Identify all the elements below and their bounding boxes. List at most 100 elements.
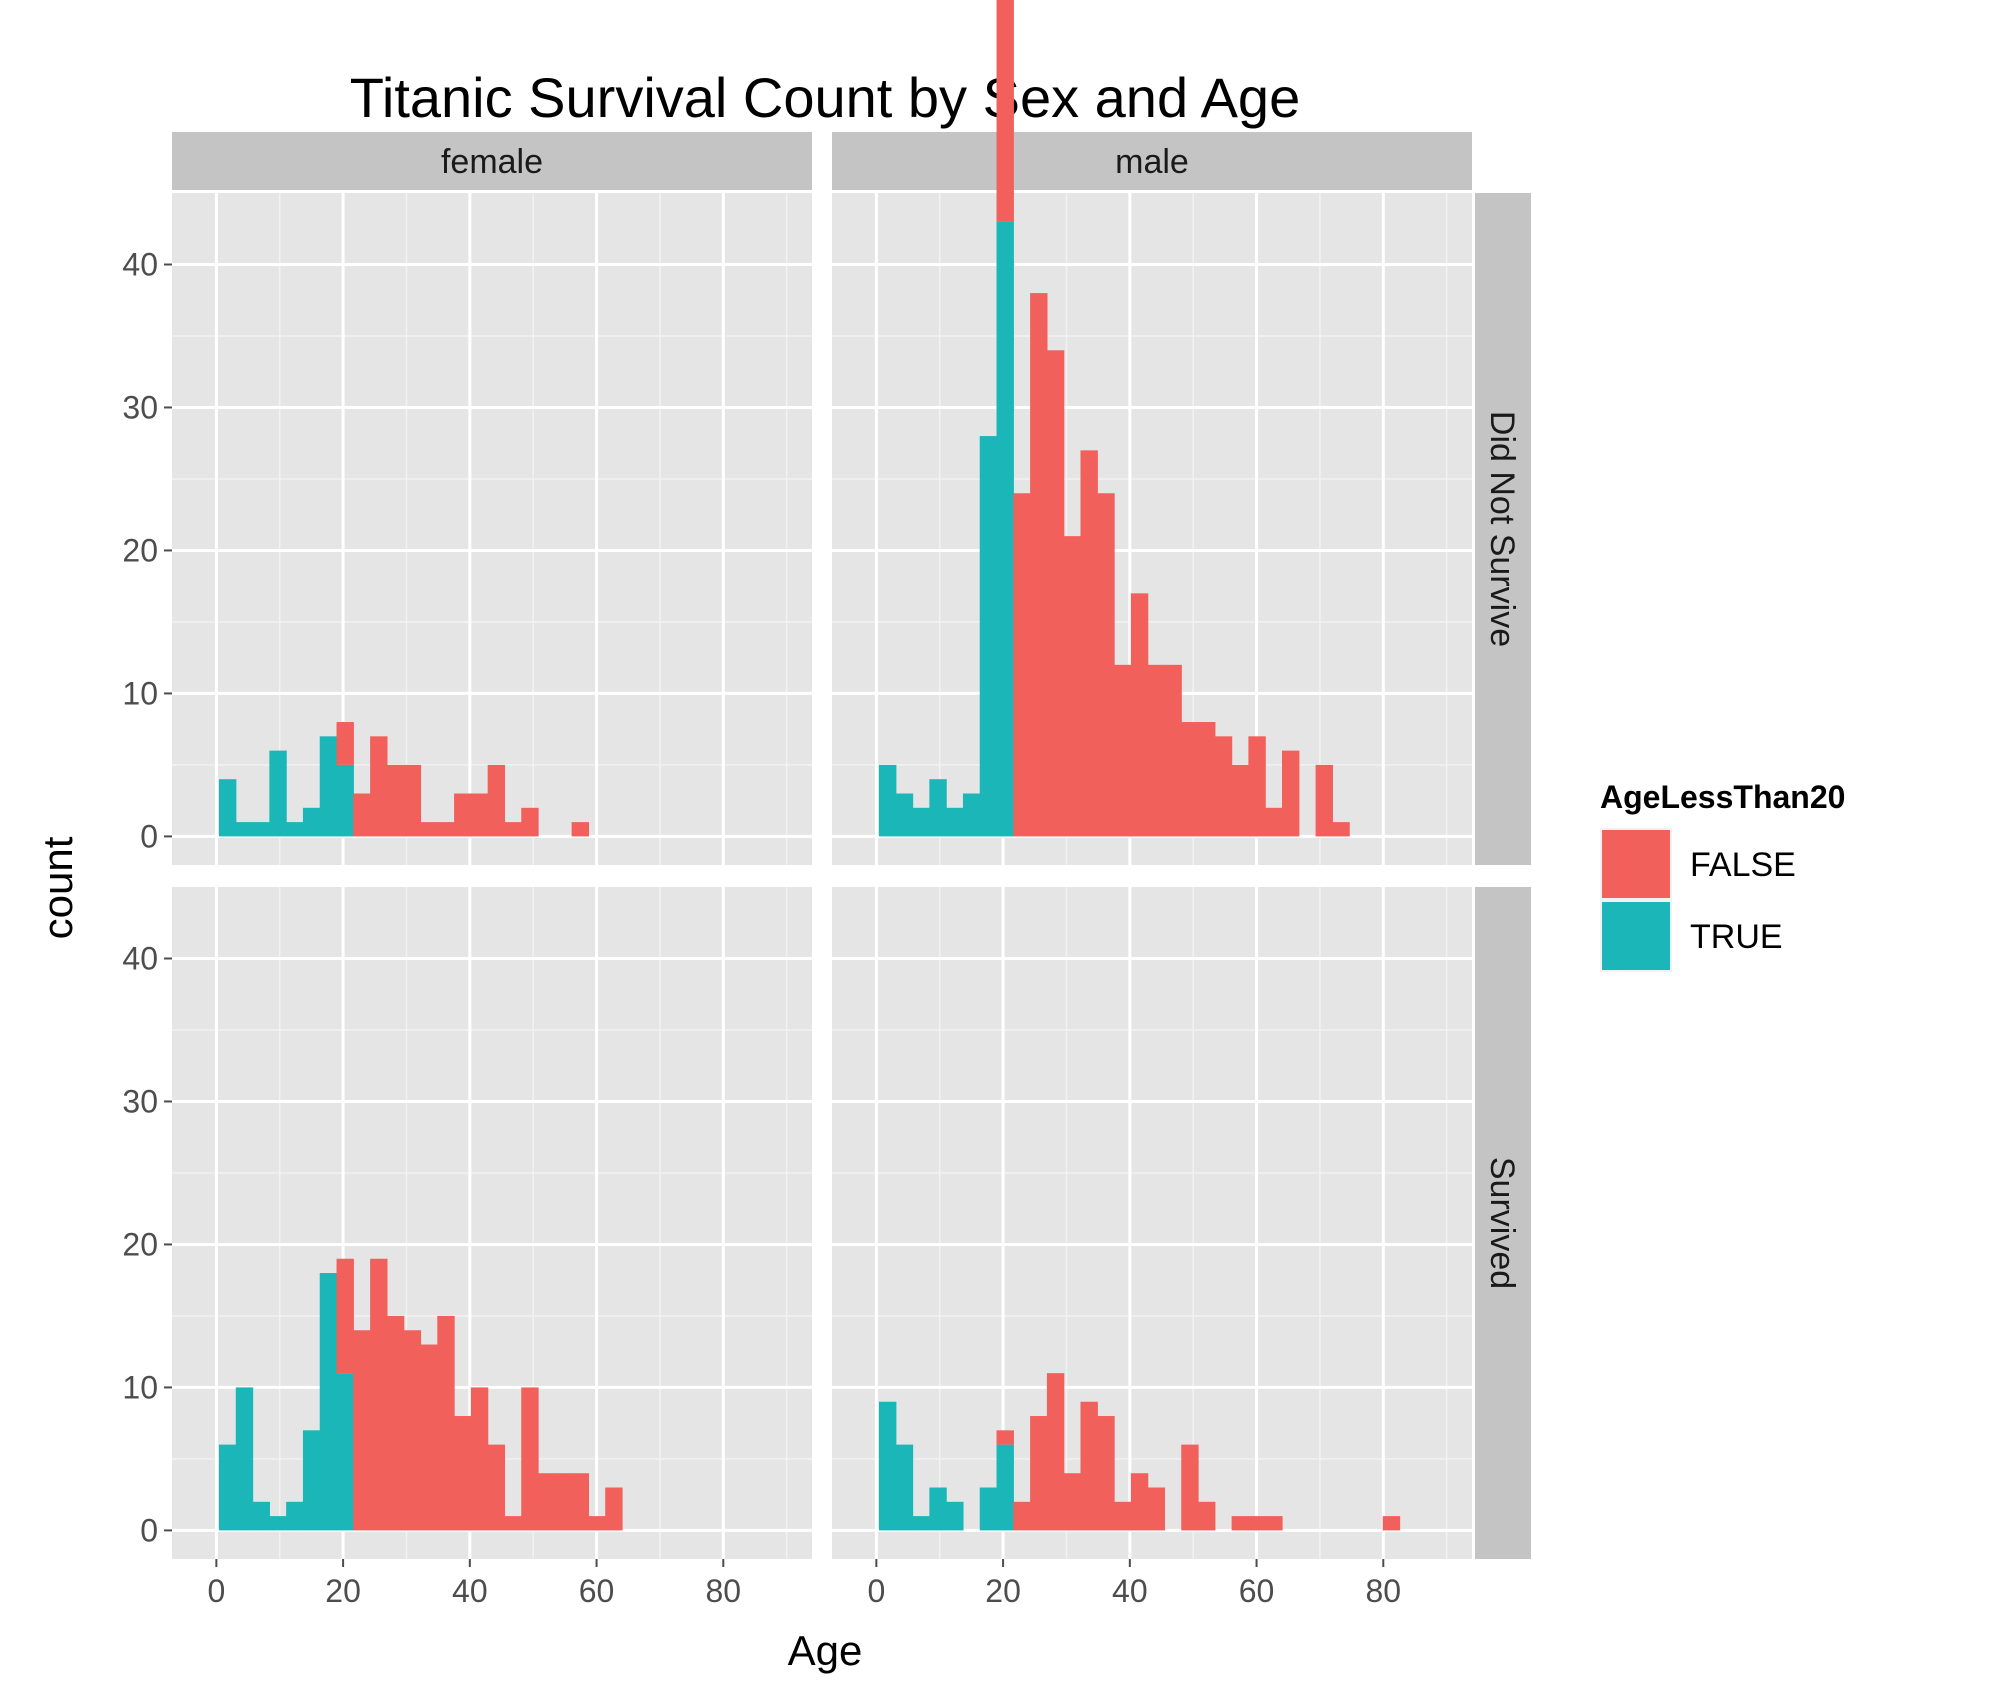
histogram-bar	[1315, 764, 1333, 837]
histogram-bar	[252, 1501, 270, 1531]
histogram-bar	[554, 1473, 573, 1531]
y-tick-label: 0	[140, 818, 158, 854]
histogram-bar	[370, 736, 388, 837]
histogram-bar	[218, 1444, 237, 1531]
histogram-bar	[962, 793, 981, 837]
histogram-bar	[286, 1501, 304, 1531]
histogram-bar	[302, 1430, 321, 1531]
y-tick-label: 20	[122, 1226, 158, 1262]
row-strip-label: Survived	[1483, 1157, 1521, 1289]
histogram-bar	[1248, 1516, 1266, 1531]
histogram-bar	[1080, 450, 1098, 837]
histogram-bar	[996, 1430, 1014, 1445]
histogram-bar	[386, 764, 405, 837]
chart-title: Titanic Survival Count by Sex and Age	[350, 66, 1300, 129]
histogram-bar	[353, 793, 371, 837]
histogram-bar	[1147, 1487, 1166, 1531]
histogram-bar	[319, 736, 338, 837]
histogram-bar	[504, 1516, 522, 1531]
histogram-bar	[1181, 1444, 1199, 1531]
histogram-bar	[571, 822, 590, 837]
panel-male-did-not-survive	[832, 0, 1472, 865]
histogram-bar	[1231, 764, 1250, 837]
histogram-bar	[269, 750, 287, 837]
x-tick-label: 80	[1365, 1573, 1401, 1609]
histogram-bar	[538, 1473, 556, 1531]
histogram-bar	[1013, 1501, 1031, 1531]
histogram-bar	[1097, 493, 1115, 837]
histogram-bar	[1046, 350, 1065, 837]
histogram-bar	[1097, 1416, 1115, 1531]
histogram-bar	[470, 793, 489, 837]
histogram-bar	[605, 1487, 623, 1531]
y-tick-label: 40	[122, 246, 158, 282]
histogram-bar	[235, 1387, 254, 1531]
row-strip-did-not-survive	[1475, 193, 1531, 865]
histogram-bar	[1164, 664, 1182, 837]
histogram-bar	[1114, 1501, 1132, 1531]
histogram-bar	[878, 1401, 897, 1531]
legend-swatch-false	[1602, 830, 1670, 898]
x-tick-label: 0	[207, 1573, 225, 1609]
y-tick-label: 20	[122, 532, 158, 568]
histogram-bar	[336, 764, 354, 837]
y-tick-label: 10	[122, 1369, 158, 1405]
histogram-bar	[302, 807, 321, 837]
x-tick-label: 60	[1239, 1573, 1275, 1609]
row-strip-label: Did Not Survive	[1483, 411, 1521, 647]
y-tick-label: 0	[140, 1512, 158, 1548]
histogram-bar	[319, 1273, 338, 1531]
histogram-bar	[454, 793, 472, 837]
col-strip-male	[832, 132, 1472, 190]
histogram-bar	[336, 1373, 354, 1531]
y-tick-label: 40	[122, 940, 158, 976]
legend: AgeLessThan20 FALSE TRUE	[1600, 779, 1845, 972]
histogram-bar	[420, 822, 438, 837]
histogram-bar	[996, 0, 1014, 222]
histogram-bar	[1248, 736, 1266, 837]
histogram-bar	[1063, 1473, 1082, 1531]
y-tick-label: 30	[122, 389, 158, 425]
x-tick-label: 20	[985, 1573, 1021, 1609]
y-tick-label: 30	[122, 1083, 158, 1119]
histogram-bar	[571, 1473, 590, 1531]
x-axis-title: Age	[788, 1627, 863, 1674]
y-tick-label: 10	[122, 675, 158, 711]
histogram-bar	[521, 807, 539, 837]
histogram-bar	[1013, 493, 1031, 837]
histogram-bar	[996, 1444, 1014, 1531]
histogram-bar	[1382, 1516, 1401, 1531]
histogram-bar	[470, 1387, 489, 1531]
histogram-bar	[218, 779, 237, 837]
col-strip-label: male	[1115, 143, 1189, 181]
histogram-bar	[878, 764, 897, 837]
panel-male-survived: 0 20 40 60 80	[832, 887, 1472, 1609]
facet-panels: female male Did Not Survive Survived 0 10 20 30…	[122, 0, 1531, 1609]
histogram-bar	[521, 1387, 539, 1531]
histogram-bar	[386, 1315, 405, 1531]
histogram-bar	[946, 807, 964, 837]
histogram-bar	[403, 764, 422, 837]
col-strip-female	[172, 132, 812, 190]
legend-label: TRUE	[1690, 918, 1783, 956]
histogram-bar	[1198, 722, 1216, 837]
histogram-bar	[1332, 822, 1350, 837]
histogram-bar	[1147, 664, 1166, 837]
histogram-bar	[286, 822, 304, 837]
histogram-bar	[1231, 1516, 1250, 1531]
histogram-bar	[437, 1315, 455, 1531]
row-strip-survived	[1475, 887, 1531, 1559]
histogram-bar	[1281, 750, 1300, 837]
histogram-bar	[420, 1344, 438, 1531]
legend-title: AgeLessThan20	[1600, 779, 1845, 815]
histogram-bar	[1214, 736, 1233, 837]
histogram-bar	[1130, 1473, 1149, 1531]
histogram-bar	[979, 1487, 998, 1531]
histogram-bar	[403, 1330, 422, 1531]
x-tick-label: 20	[325, 1573, 361, 1609]
histogram-bar	[979, 436, 998, 837]
y-axis-title: count	[34, 836, 81, 939]
histogram-bar	[1114, 664, 1132, 837]
histogram-bar	[1181, 722, 1199, 837]
